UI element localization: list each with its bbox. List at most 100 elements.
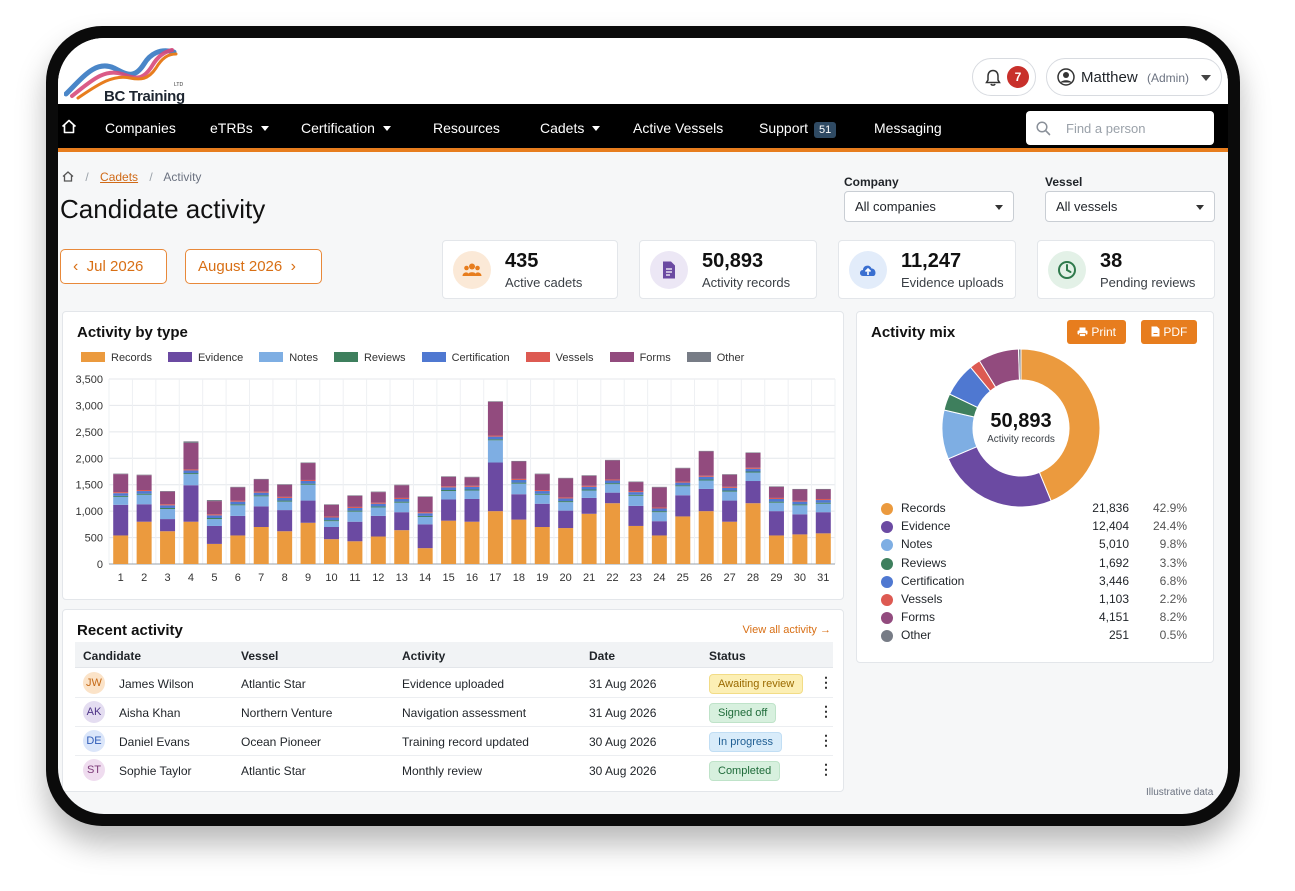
bar-segment-vessels[interactable] <box>347 506 363 508</box>
bar-segment-vessels[interactable] <box>698 475 714 477</box>
bar-segment-certification[interactable] <box>487 436 503 440</box>
home-icon[interactable] <box>62 171 74 182</box>
bar-segment-notes[interactable] <box>605 484 621 493</box>
bar-segment-records[interactable] <box>815 533 831 564</box>
bar-segment-other[interactable] <box>206 500 222 502</box>
bar-segment-records[interactable] <box>370 536 386 564</box>
bar-segment-vessels[interactable] <box>792 500 808 502</box>
bar-segment-certification[interactable] <box>300 481 316 484</box>
bar-segment-notes[interactable] <box>534 494 550 504</box>
company-select[interactable]: All companies <box>844 191 1014 222</box>
bar-segment-certification[interactable] <box>370 503 386 507</box>
bar-segment-forms[interactable] <box>628 482 644 492</box>
bar-segment-records[interactable] <box>183 521 199 564</box>
bar-segment-reviews[interactable] <box>628 494 644 496</box>
bar-segment-certification[interactable] <box>277 497 293 501</box>
bar-segment-other[interactable] <box>464 476 480 478</box>
bar-segment-notes[interactable] <box>698 480 714 489</box>
bar-segment-vessels[interactable] <box>230 500 246 502</box>
bar-segment-forms[interactable] <box>230 487 246 501</box>
bar-segment-other[interactable] <box>253 478 269 480</box>
bar-segment-vessels[interactable] <box>370 502 386 504</box>
bar-segment-vessels[interactable] <box>277 496 293 498</box>
bar-segment-evidence[interactable] <box>136 504 152 522</box>
candidate-name[interactable]: James Wilson <box>119 677 194 691</box>
bar-segment-certification[interactable] <box>113 493 129 496</box>
bar-segment-reviews[interactable] <box>534 493 550 495</box>
table-row[interactable]: ST Sophie Taylor Atlantic Star Monthly r… <box>75 756 833 785</box>
bar-segment-evidence[interactable] <box>487 462 503 512</box>
bar-segment-records[interactable] <box>417 548 433 564</box>
bar-segment-certification[interactable] <box>815 500 831 503</box>
nav-item-messaging[interactable]: Messaging <box>874 120 942 136</box>
bar-segment-other[interactable] <box>558 477 574 479</box>
nav-item-active-vessels[interactable]: Active Vessels <box>633 120 723 136</box>
bar-segment-evidence[interactable] <box>511 494 527 520</box>
bar-segment-records[interactable] <box>558 528 574 564</box>
bar-segment-forms[interactable] <box>768 486 784 498</box>
bar-segment-notes[interactable] <box>745 472 761 482</box>
bar-segment-other[interactable] <box>487 401 503 402</box>
column-header[interactable]: Candidate <box>83 649 142 663</box>
bar-segment-vessels[interactable] <box>417 512 433 514</box>
bar-segment-evidence[interactable] <box>581 497 597 514</box>
bar-segment-evidence[interactable] <box>534 503 550 527</box>
bar-segment-reviews[interactable] <box>370 506 386 508</box>
bar-segment-vessels[interactable] <box>605 479 621 481</box>
bar-segment-forms[interactable] <box>464 477 480 486</box>
bar-segment-certification[interactable] <box>768 498 784 502</box>
bar-segment-other[interactable] <box>722 474 738 475</box>
bar-segment-reviews[interactable] <box>745 471 761 473</box>
bar-segment-evidence[interactable] <box>394 512 410 531</box>
bar-segment-notes[interactable] <box>487 440 503 463</box>
breadcrumb-link-cadets[interactable]: Cadets <box>100 170 139 184</box>
bar-segment-vessels[interactable] <box>745 467 761 469</box>
mix-legend-row[interactable]: Evidence 12,404 24.4% <box>879 518 1197 536</box>
donut-slice-evidence[interactable] <box>947 446 1052 508</box>
bar-segment-evidence[interactable] <box>605 492 621 504</box>
bar-segment-records[interactable] <box>628 525 644 564</box>
bar-segment-certification[interactable] <box>745 468 761 472</box>
bar-segment-notes[interactable] <box>628 495 644 506</box>
bar-segment-notes[interactable] <box>511 483 527 495</box>
bar-segment-records[interactable] <box>160 531 176 564</box>
bar-segment-vessels[interactable] <box>183 469 199 471</box>
bar-segment-evidence[interactable] <box>792 514 808 535</box>
stat-card-active-cadets[interactable]: 435 Active cadets <box>442 240 618 299</box>
bar-segment-other[interactable] <box>113 473 129 475</box>
bar-segment-other[interactable] <box>815 488 831 490</box>
bar-segment-evidence[interactable] <box>113 504 129 536</box>
bar-segment-other[interactable] <box>277 484 293 485</box>
bar-segment-certification[interactable] <box>136 491 152 494</box>
legend-item[interactable]: Other <box>686 352 744 364</box>
bar-segment-notes[interactable] <box>300 484 316 501</box>
bar-segment-forms[interactable] <box>323 504 339 517</box>
bar-segment-records[interactable] <box>136 521 152 564</box>
bar-segment-evidence[interactable] <box>698 488 714 512</box>
bar-segment-other[interactable] <box>605 459 621 461</box>
bar-segment-vessels[interactable] <box>815 498 831 501</box>
bar-segment-vessels[interactable] <box>511 478 527 480</box>
bar-segment-vessels[interactable] <box>558 497 574 499</box>
bar-segment-other[interactable] <box>323 504 339 505</box>
bar-segment-evidence[interactable] <box>651 521 667 536</box>
bar-segment-forms[interactable] <box>815 489 831 499</box>
bar-segment-other[interactable] <box>511 460 527 462</box>
bar-segment-reviews[interactable] <box>160 507 176 510</box>
bar-segment-forms[interactable] <box>487 401 503 436</box>
bar-segment-notes[interactable] <box>136 494 152 505</box>
bar-segment-forms[interactable] <box>581 475 597 486</box>
bar-segment-certification[interactable] <box>441 487 457 490</box>
column-header[interactable]: Status <box>709 649 746 663</box>
bar-segment-evidence[interactable] <box>183 485 199 522</box>
bar-segment-forms[interactable] <box>605 460 621 480</box>
bar-segment-evidence[interactable] <box>745 481 761 504</box>
bar-segment-notes[interactable] <box>160 509 176 520</box>
legend-item[interactable]: Forms <box>609 352 671 364</box>
legend-item[interactable]: Certification <box>421 352 510 364</box>
bar-segment-vessels[interactable] <box>300 479 316 482</box>
table-row[interactable]: AK Aisha Khan Northern Venture Navigatio… <box>75 698 833 727</box>
view-all-activity-link[interactable]: View all activity → <box>743 624 831 636</box>
mix-legend-row[interactable]: Records 21,836 42.9% <box>879 500 1197 518</box>
bar-segment-evidence[interactable] <box>230 515 246 536</box>
